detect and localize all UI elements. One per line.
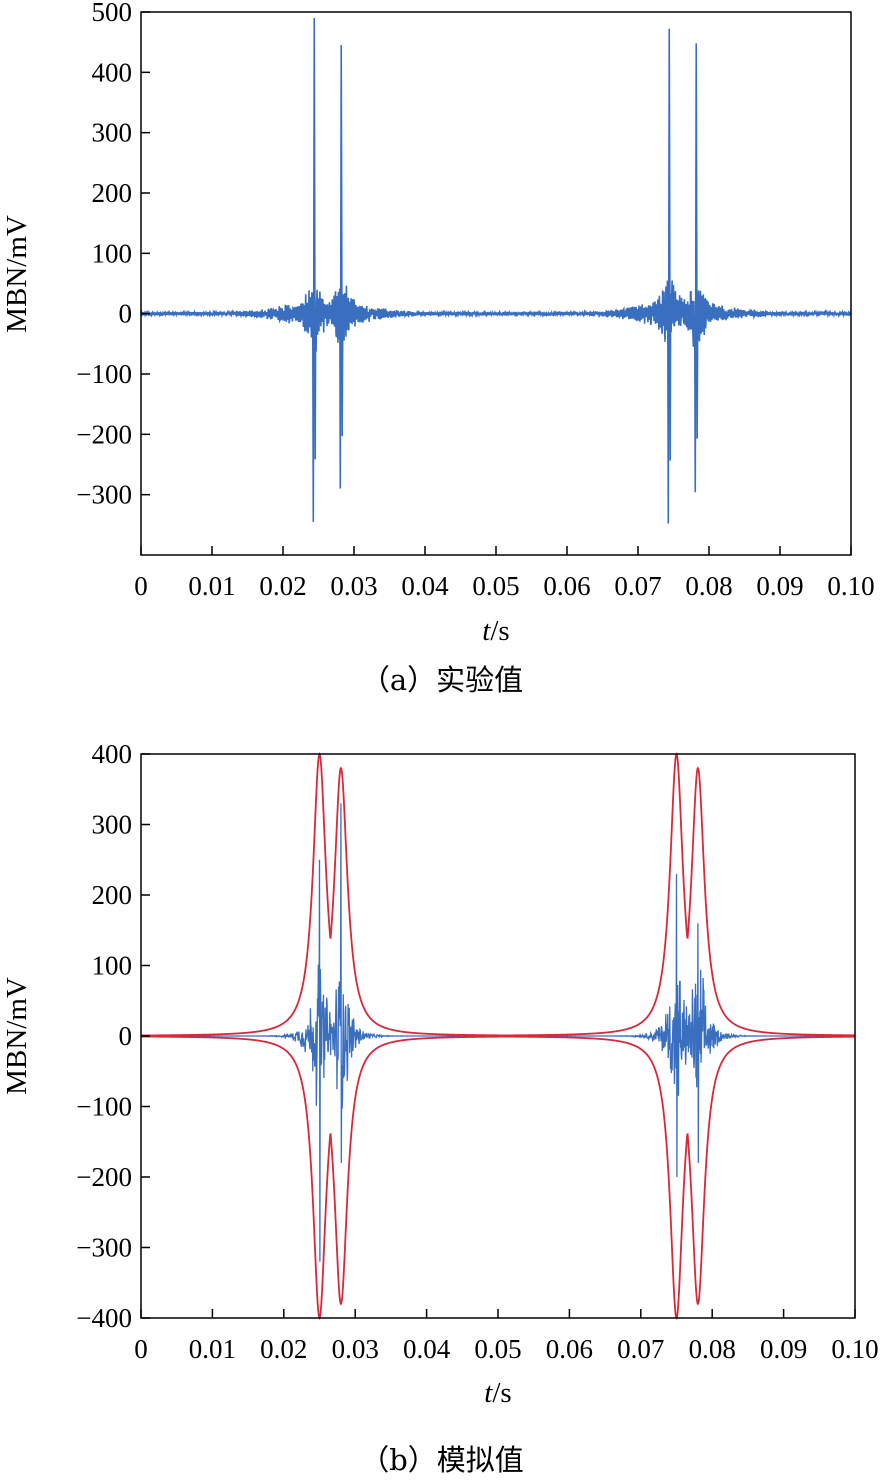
y-tick-label: 400 (92, 57, 133, 87)
x-tick-label: 0.04 (403, 1334, 451, 1364)
x-tick-label: 0.02 (259, 571, 306, 601)
y-tick-label: 400 (92, 739, 133, 769)
series-experimental-signal (140, 18, 852, 524)
x-axis-label: t/s (482, 615, 509, 647)
y-tick-label: 100 (92, 238, 133, 268)
x-tick-label: 0.01 (189, 1334, 236, 1364)
x-tick-label: 0.02 (260, 1334, 307, 1364)
x-tick-label: 0.04 (401, 571, 449, 601)
x-tick-label: 0.06 (546, 1334, 593, 1364)
y-tick-label: −200 (76, 419, 132, 449)
x-tick-label: 0.10 (827, 571, 874, 601)
x-axis-label-var: t (484, 1377, 493, 1409)
x-tick-label: 0.09 (760, 1334, 807, 1364)
y-tick-label: −300 (76, 480, 132, 510)
x-tick-label: 0.06 (543, 571, 590, 601)
y-axis-ticks: 500 400 300 200 100 0 −100 −200 −300 (76, 0, 150, 510)
x-tick-label: 0.07 (617, 1334, 664, 1364)
x-tick-label: 0 (134, 1334, 148, 1364)
x-tick-label: 0.09 (756, 571, 803, 601)
x-tick-label: 0.01 (188, 571, 235, 601)
caption-b: （b）模拟值 (360, 1443, 524, 1477)
x-tick-label: 0.05 (474, 1334, 521, 1364)
y-tick-label: 0 (119, 1021, 133, 1051)
series-line (140, 18, 852, 524)
x-tick-label: 0.08 (689, 1334, 736, 1364)
y-tick-label: 300 (92, 810, 133, 840)
x-axis-label-unit: /s (492, 1377, 511, 1409)
y-tick-label: −100 (76, 1092, 132, 1122)
y-tick-label: −400 (76, 1303, 132, 1333)
chart-panel-a: 500 400 300 200 100 0 −100 −200 −300 0 0.01 0.02 0.… (1, 0, 875, 697)
y-axis-label: MBN/mV (1, 977, 33, 1095)
x-axis-ticks: 0 0.01 0.02 0.03 0.04 0.05 0.06 0.07 0.08 0.09 0.1… (134, 546, 875, 601)
series-envelope (140, 752, 855, 1320)
envelope-lower (140, 1035, 855, 1320)
y-tick-label: 500 (92, 0, 133, 27)
y-tick-label: 200 (92, 178, 133, 208)
x-axis-label-unit: /s (490, 615, 509, 647)
caption-a: （a）实验值 (361, 663, 523, 697)
envelope-upper (140, 752, 855, 1037)
plot-frame (140, 11, 852, 556)
y-tick-label: 100 (92, 951, 133, 981)
y-tick-label: −300 (76, 1233, 132, 1263)
x-tick-label: 0.08 (685, 571, 732, 601)
x-axis-ticks: 0 0.01 0.02 0.03 0.04 0.05 0.06 0.07 0.08 0.09 0.1… (134, 1309, 879, 1364)
x-tick-label: 0 (134, 571, 148, 601)
x-axis-label: t/s (484, 1377, 511, 1409)
y-tick-label: 0 (119, 299, 133, 329)
y-axis-ticks: 400 300 200 100 0 −100 −200 −300 −400 (76, 739, 150, 1333)
x-tick-label: 0.05 (472, 571, 519, 601)
y-tick-label: 200 (92, 880, 133, 910)
x-tick-label: 0.03 (330, 571, 377, 601)
x-tick-label: 0.07 (614, 571, 661, 601)
x-tick-label: 0.10 (831, 1334, 878, 1364)
x-axis-label-var: t (482, 615, 491, 647)
x-tick-label: 0.03 (332, 1334, 379, 1364)
y-tick-label: −100 (76, 359, 132, 389)
y-tick-label: 300 (92, 118, 133, 148)
y-tick-label: −200 (76, 1162, 132, 1192)
y-axis-label: MBN/mV (1, 215, 33, 333)
